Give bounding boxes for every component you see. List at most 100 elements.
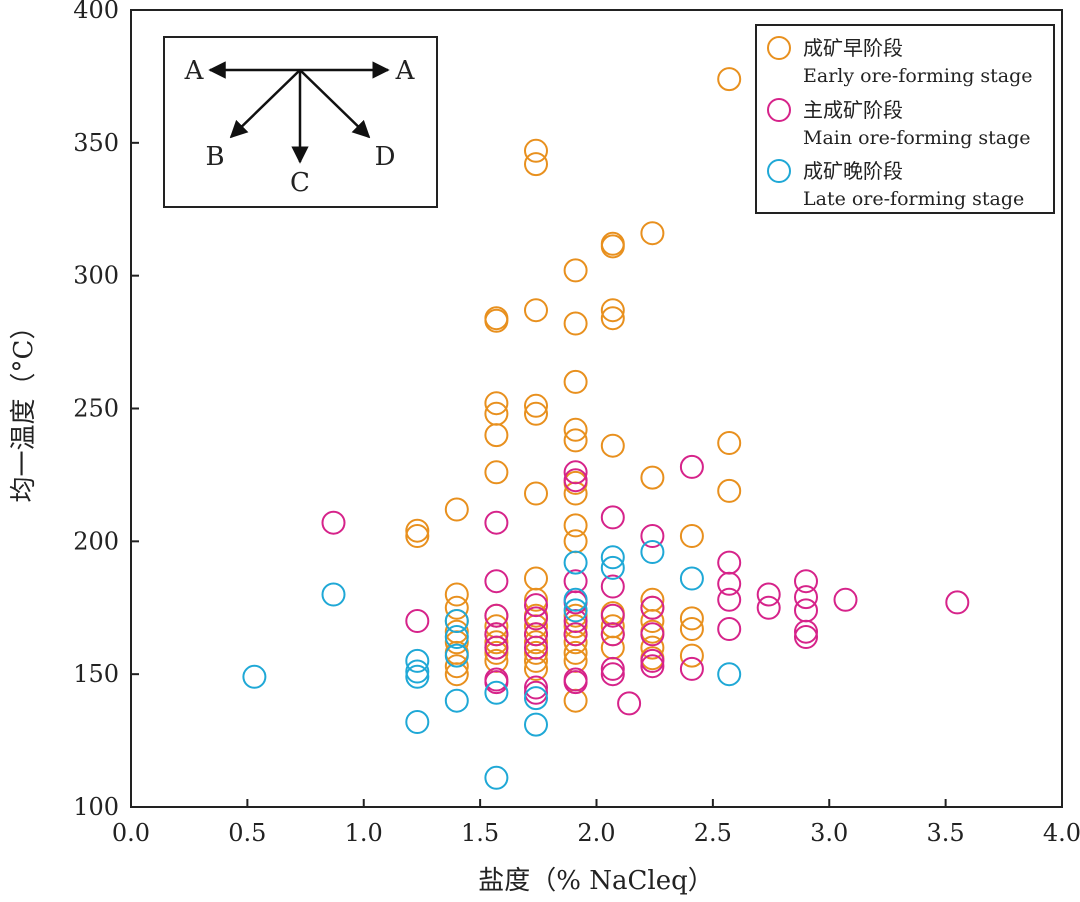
data-point-early (524, 481, 548, 506)
data-point-early (444, 654, 469, 679)
y-tick-label: 200 (73, 527, 119, 555)
legend-label-early-en: Early ore-forming stage (803, 65, 1033, 87)
data-point-main (640, 524, 665, 548)
y-axis-label: 均一温度（°C） (9, 314, 39, 503)
inset-label-c: C (290, 168, 310, 198)
x-tick-label: 1.5 (461, 819, 499, 847)
data-point-early (679, 524, 704, 548)
data-point-early (444, 595, 469, 620)
data-point-main (794, 585, 818, 610)
data-point-main (524, 680, 548, 705)
data-point-early (563, 513, 588, 538)
data-point-late (563, 587, 588, 612)
x-tick-label: 4.0 (1043, 819, 1080, 847)
data-point-early (524, 298, 548, 323)
data-point-late (444, 609, 469, 633)
data-point-main (717, 617, 742, 641)
data-point-late (563, 550, 588, 575)
data-point-main (640, 654, 665, 679)
data-point-late (524, 712, 548, 737)
data-point-main (833, 587, 858, 612)
legend-label-main-en: Main ore-forming stage (803, 127, 1031, 149)
legend-item-main: 主成矿阶段 Main ore-forming stage (767, 98, 1031, 149)
data-point-early (563, 640, 588, 665)
y-tick-label: 300 (73, 262, 119, 290)
inset-label-d: D (375, 142, 396, 172)
data-point-late (444, 688, 469, 713)
data-point-early (524, 587, 548, 612)
data-point-early (563, 428, 588, 453)
x-tick-label: 2.0 (577, 819, 615, 847)
data-point-main (640, 648, 665, 673)
arrow-d (299, 69, 371, 139)
x-tick-label: 3.5 (927, 819, 965, 847)
data-point-early (563, 603, 588, 628)
data-point-main (524, 593, 548, 618)
data-point-main (794, 625, 818, 649)
legend-label-early-cn: 成矿早阶段 (803, 36, 903, 60)
data-point-main (717, 587, 742, 612)
data-point-main (600, 662, 625, 687)
data-point-early (524, 401, 548, 426)
data-point-early (444, 662, 469, 687)
data-point-main (524, 622, 548, 647)
data-point-late (524, 686, 548, 711)
data-point-early (405, 518, 430, 543)
data-point-main (484, 622, 509, 647)
data-point-late (405, 648, 430, 673)
x-tick-label: 1.0 (345, 819, 383, 847)
data-point-early (524, 138, 548, 163)
data-points (242, 67, 970, 790)
data-point-early (563, 369, 588, 394)
data-point-main (717, 571, 742, 596)
data-point-main (484, 670, 509, 695)
data-point-late (600, 545, 625, 570)
data-point-early (640, 635, 665, 660)
x-tick-label: 0.5 (228, 819, 266, 847)
data-point-early (444, 497, 469, 522)
data-point-main (717, 550, 742, 575)
series-main (321, 454, 970, 716)
data-point-early (717, 67, 742, 92)
data-point-main (524, 606, 548, 631)
inset-label-a-left: A (184, 56, 205, 86)
data-point-main (405, 609, 430, 633)
data-point-main (600, 622, 625, 647)
data-point-main (563, 622, 588, 647)
data-point-early (484, 308, 509, 333)
legend: 成矿早阶段 Early ore-forming stage 主成矿阶段 Main… (755, 24, 1055, 214)
legend-marker-early (767, 36, 791, 60)
inset-label-a-right: A (395, 56, 416, 86)
data-point-early (563, 529, 588, 554)
data-point-early (717, 478, 742, 503)
data-point-early (600, 306, 625, 331)
data-point-early (563, 311, 588, 336)
data-point-late (640, 540, 665, 564)
x-tick-label: 2.5 (694, 819, 732, 847)
data-point-early (405, 524, 430, 548)
data-point-main (600, 505, 625, 530)
arrow-b (229, 69, 301, 139)
inset-diagram: A A B C D (163, 36, 438, 208)
data-point-early (563, 258, 588, 283)
series-late (242, 540, 742, 790)
data-point-main (321, 510, 346, 535)
y-tick-label: 350 (73, 129, 119, 157)
data-point-early (444, 582, 469, 607)
data-point-early (640, 609, 665, 633)
data-point-early (600, 234, 625, 259)
data-point-early (679, 617, 704, 641)
y-tick-label: 250 (73, 395, 119, 423)
data-point-late (484, 765, 509, 790)
data-point-late (444, 643, 469, 668)
axis-ticks: 0.0 0.5 1.0 1.5 2.0 2.5 3.0 3.5 4.0 100 150 200 250 3… (73, 0, 1080, 847)
data-point-late (444, 625, 469, 649)
y-tick-label: 150 (73, 660, 119, 688)
data-point-early (524, 566, 548, 591)
data-point-main (600, 656, 625, 681)
y-tick-label: 400 (73, 0, 119, 24)
data-point-main (679, 454, 704, 479)
data-point-main (484, 603, 509, 628)
data-point-early (484, 630, 509, 655)
